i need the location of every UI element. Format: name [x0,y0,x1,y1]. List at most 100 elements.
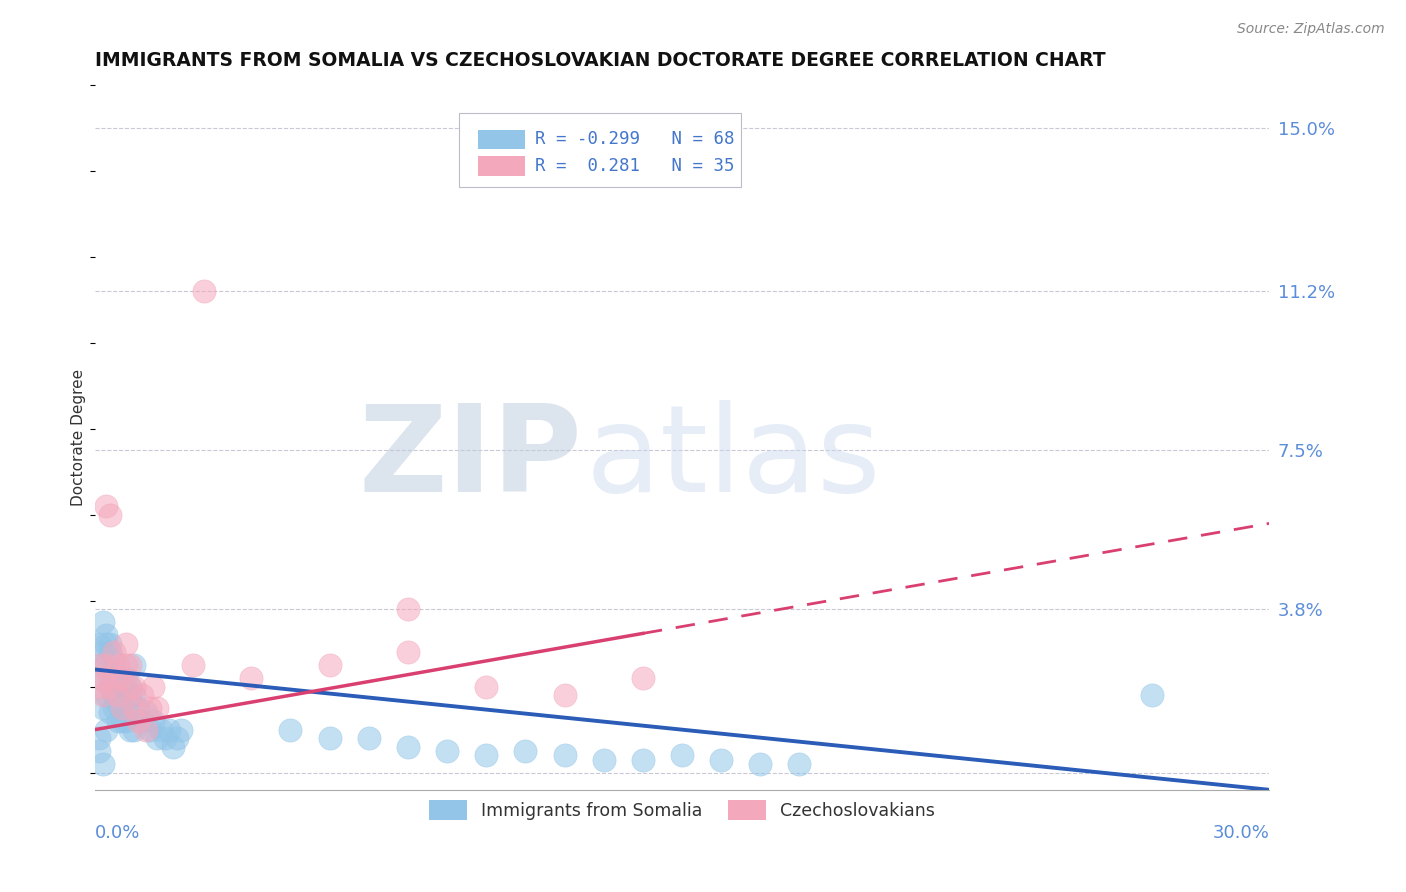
Point [91,688,114,702]
Point [91,658,114,673]
Point [122,658,145,673]
Point [318,658,340,673]
Point [138,701,160,715]
Point [107,688,129,702]
Point [749,757,772,772]
Point [554,688,576,702]
Point [193,285,215,299]
Point [103,671,125,685]
Point [127,714,149,728]
Point [115,658,138,673]
Point [122,701,145,715]
Point [157,723,180,737]
Y-axis label: Doctorate Degree: Doctorate Degree [72,369,86,506]
Point [96,628,118,642]
Point [138,723,160,737]
FancyBboxPatch shape [458,113,741,187]
Point [135,723,157,737]
FancyBboxPatch shape [478,129,524,149]
Point [111,680,134,694]
Point [118,688,141,702]
Point [91,645,114,659]
Point [96,500,118,514]
Point [96,658,118,673]
Point [153,731,176,746]
Point [87,658,110,673]
Point [107,658,129,673]
Point [396,645,419,659]
Point [592,753,614,767]
Point [436,744,458,758]
Point [111,680,134,694]
Point [103,701,125,715]
Point [122,723,145,737]
Point [103,688,125,702]
Point [131,714,153,728]
Text: 0.0%: 0.0% [94,824,141,842]
Point [103,671,125,685]
Point [100,671,122,685]
Point [111,671,134,685]
Point [122,688,145,702]
Point [103,654,125,668]
Point [475,748,498,763]
Point [631,671,654,685]
Point [170,723,193,737]
Point [91,701,114,715]
Point [100,637,122,651]
Point [318,731,340,746]
Point [91,671,114,685]
Point [87,637,110,651]
Point [100,508,122,522]
Point [396,739,419,754]
Point [87,680,110,694]
Point [100,706,122,720]
Text: ZIP: ZIP [359,401,582,517]
Point [118,680,141,694]
Point [91,757,114,772]
Point [118,680,141,694]
Point [789,757,811,772]
Point [115,706,138,720]
Point [100,680,122,694]
Point [710,753,733,767]
Text: atlas: atlas [586,401,882,517]
Point [111,701,134,715]
Point [96,658,118,673]
Point [115,637,138,651]
Point [111,701,134,715]
Text: IMMIGRANTS FROM SOMALIA VS CZECHOSLOVAKIAN DOCTORATE DEGREE CORRELATION CHART: IMMIGRANTS FROM SOMALIA VS CZECHOSLOVAKI… [94,51,1105,70]
Point [122,680,145,694]
Point [91,615,114,630]
FancyBboxPatch shape [478,156,524,176]
Text: R = -0.299   N = 68: R = -0.299 N = 68 [536,130,735,148]
Point [475,680,498,694]
Text: Source: ZipAtlas.com: Source: ZipAtlas.com [1237,22,1385,37]
Point [96,637,118,651]
Point [631,753,654,767]
Text: R =  0.281   N = 35: R = 0.281 N = 35 [536,157,735,175]
Point [150,723,173,737]
Text: 30.0%: 30.0% [1212,824,1270,842]
Point [87,731,110,746]
Point [107,697,129,711]
Point [135,706,157,720]
Point [181,658,204,673]
Point [142,714,165,728]
Point [240,671,263,685]
Point [1140,688,1163,702]
Point [103,645,125,659]
Point [146,731,169,746]
Point [671,748,693,763]
Point [280,723,302,737]
Point [107,680,129,694]
Point [146,701,169,715]
Point [87,744,110,758]
Point [118,658,141,673]
Point [100,645,122,659]
Point [100,680,122,694]
Point [111,714,134,728]
Point [162,739,184,754]
Point [515,744,537,758]
Legend: Immigrants from Somalia, Czechoslovakians: Immigrants from Somalia, Czechoslovakian… [422,793,942,827]
